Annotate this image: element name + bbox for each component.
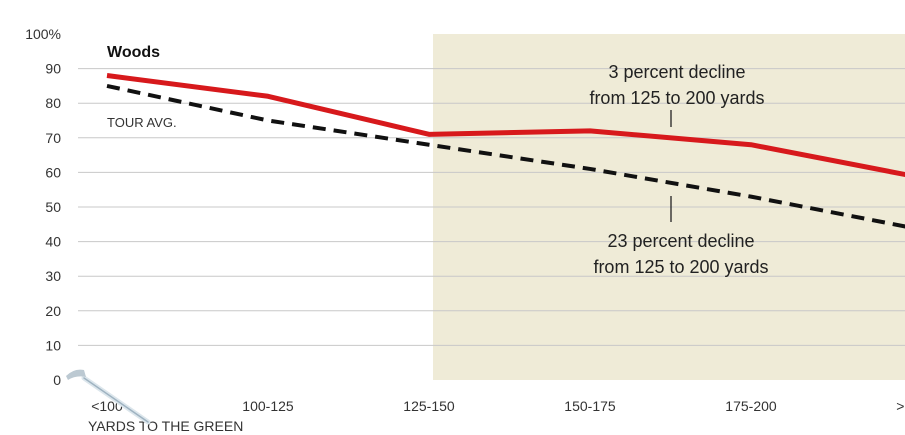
x-axis-title: YARDS TO THE GREEN	[88, 418, 243, 434]
y-tick-label: 70	[45, 130, 61, 146]
gridlines	[78, 68, 905, 346]
y-tick-label: 100%	[25, 26, 61, 42]
chart-title: Woods	[107, 44, 160, 61]
y-tick-label: 50	[45, 199, 61, 215]
y-tick-label: 60	[45, 164, 61, 180]
y-tick-label: 10	[45, 337, 61, 353]
x-tick-label: 175-200	[725, 398, 777, 414]
x-tick-label: 100-125	[242, 398, 294, 414]
y-tick-label: 20	[45, 303, 61, 319]
y-tick-label: 80	[45, 95, 61, 111]
annotation-2-line-2: from 125 to 200 yards	[593, 257, 768, 277]
x-tick-label: >200	[896, 398, 905, 414]
x-tick-label: 125-150	[403, 398, 455, 414]
annotation-2-line-1: 23 percent decline	[607, 231, 754, 251]
annotation-1-line-2: from 125 to 200 yards	[589, 88, 764, 108]
y-tick-label: 40	[45, 234, 61, 250]
y-axis: 0 10 20 30 40 50 60 70 80 90 100%	[25, 26, 61, 388]
annotation-1-line-1: 3 percent decline	[608, 62, 745, 82]
tour-avg-label: TOUR AVG.	[107, 115, 177, 130]
y-tick-label: 0	[53, 372, 61, 388]
series-group	[106, 73, 905, 229]
tour-avg-line	[106, 83, 905, 229]
y-tick-label: 90	[45, 61, 61, 77]
woods-line	[106, 73, 905, 178]
x-tick-label: 150-175	[564, 398, 616, 414]
y-tick-label: 30	[45, 268, 61, 284]
golf-club-icon	[66, 369, 151, 425]
